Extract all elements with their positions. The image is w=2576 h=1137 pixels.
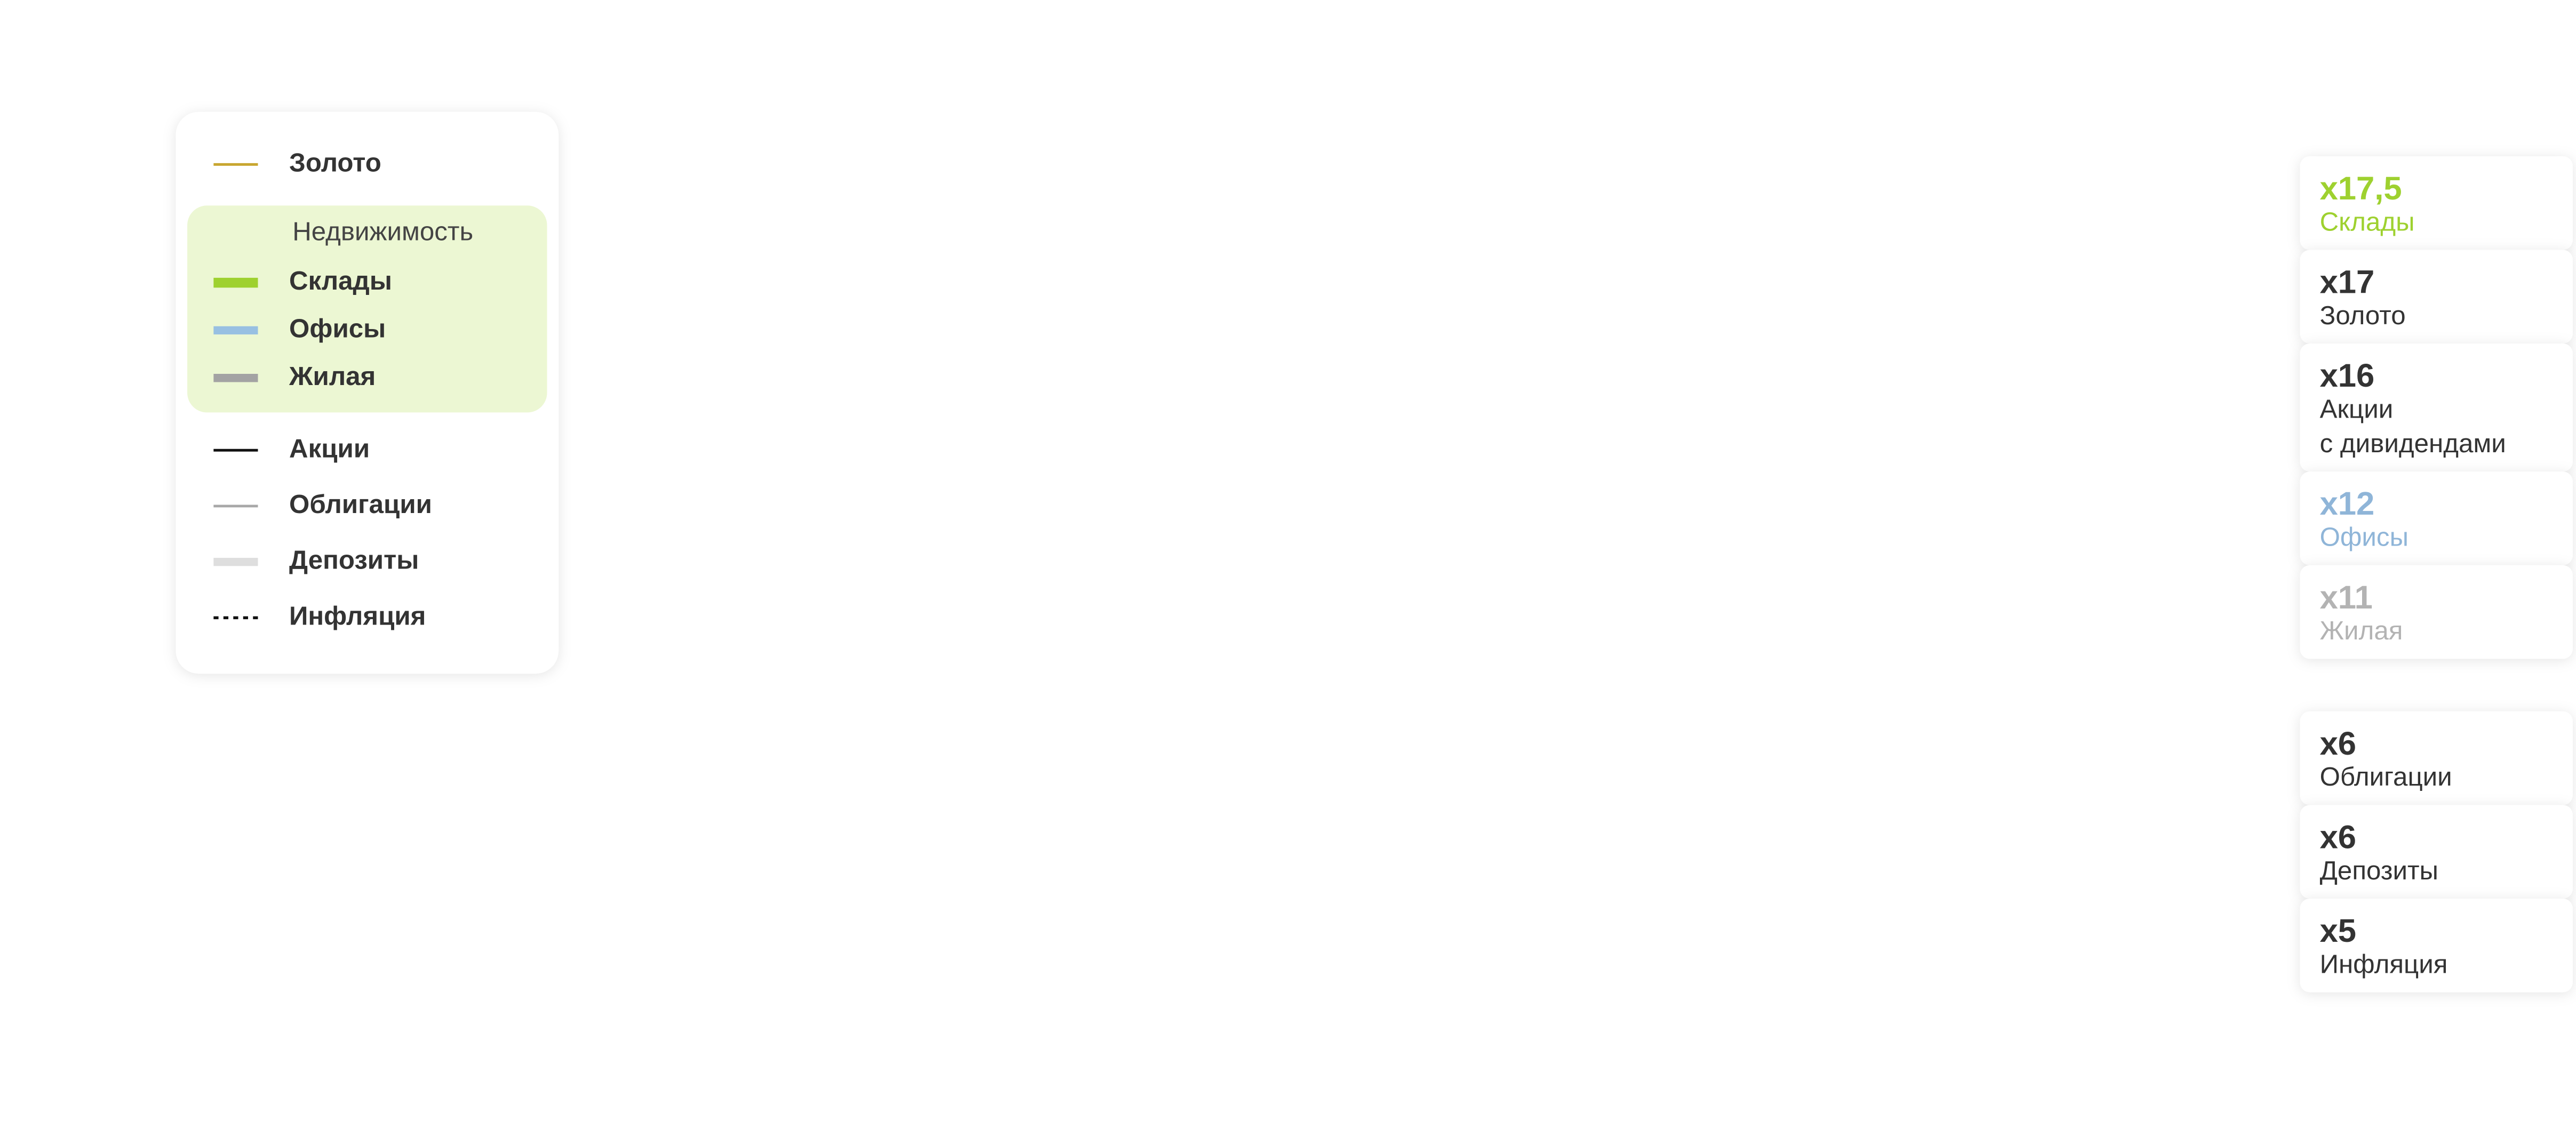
end-label-card <box>2300 343 2573 472</box>
legend-label: Склады <box>289 266 392 295</box>
legend-label: Инфляция <box>289 601 426 630</box>
end-label-card <box>2300 156 2573 250</box>
end-label-name: Склады <box>2320 207 2415 236</box>
legend-label: Золото <box>289 148 381 177</box>
legend-label: Акции <box>289 434 370 463</box>
end-label-name: Инфляция <box>2320 949 2448 979</box>
end-label-multiple: x11 <box>2320 579 2373 616</box>
end-label-name: Депозиты <box>2320 856 2438 885</box>
end-label-name: Офисы <box>2320 523 2408 552</box>
end-label-card <box>2300 711 2573 805</box>
end-label-multiple: x6 <box>2320 725 2357 762</box>
end-label-multiple: x17 <box>2320 263 2375 300</box>
end-label-multiple: x12 <box>2320 485 2375 522</box>
end-label-card <box>2300 471 2573 565</box>
end-label-multiple: x17,5 <box>2320 170 2402 207</box>
end-label-name: Жилая <box>2320 616 2403 645</box>
end-label-card <box>2300 899 2573 992</box>
end-label-multiple: x5 <box>2320 912 2357 949</box>
end-label-name: с дивидендами <box>2320 429 2506 458</box>
end-label-card <box>2300 805 2573 899</box>
end-label-multiple: x6 <box>2320 819 2357 855</box>
end-label-name: Золото <box>2320 301 2406 330</box>
end-label-name: Облигации <box>2320 762 2452 791</box>
legend-label: Депозиты <box>289 546 419 575</box>
legend-label: Жилая <box>289 362 376 391</box>
end-label-multiple: x16 <box>2320 357 2375 394</box>
end-label-card <box>2300 565 2573 659</box>
end-label-card <box>2300 250 2573 344</box>
legend-group-box <box>187 205 547 413</box>
legend-group-title: Недвижимость <box>292 217 473 246</box>
legend-label: Облигации <box>289 490 432 519</box>
legend-label: Офисы <box>289 314 386 343</box>
end-label-name: Акции <box>2320 394 2394 423</box>
